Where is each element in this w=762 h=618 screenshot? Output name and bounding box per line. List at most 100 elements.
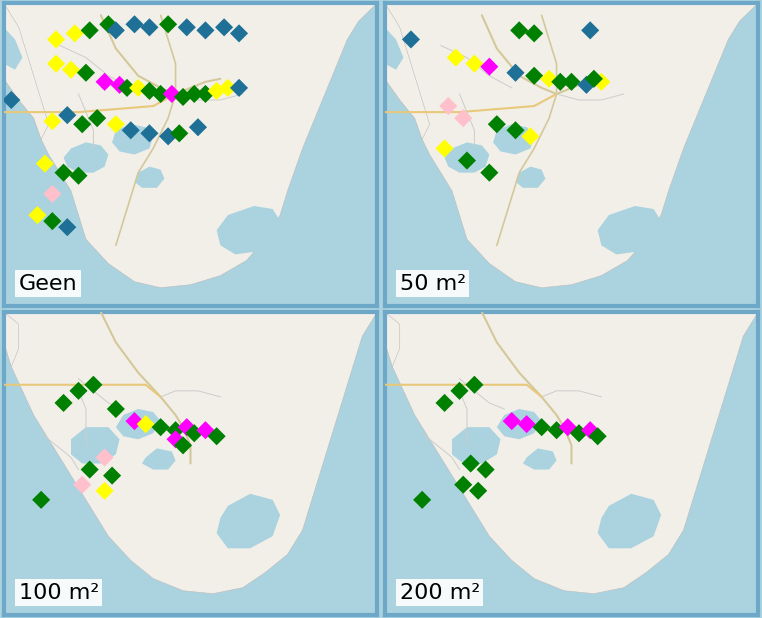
Point	[188, 89, 200, 99]
Point	[469, 59, 481, 69]
Point	[166, 89, 178, 99]
Point	[80, 68, 92, 78]
Point	[472, 486, 485, 496]
Polygon shape	[216, 494, 280, 548]
Text: 100 m²: 100 m²	[19, 583, 99, 603]
Point	[31, 210, 43, 220]
Point	[188, 428, 200, 438]
Point	[61, 110, 73, 120]
Point	[591, 431, 604, 441]
Point	[114, 80, 126, 90]
Point	[528, 28, 540, 38]
Point	[200, 89, 212, 99]
Point	[536, 422, 548, 432]
Point	[155, 422, 167, 432]
Polygon shape	[4, 27, 23, 70]
Point	[416, 495, 428, 505]
Point	[128, 416, 140, 426]
Point	[200, 425, 212, 435]
Point	[509, 68, 521, 78]
Point	[57, 398, 69, 408]
Polygon shape	[116, 409, 161, 439]
Point	[457, 113, 469, 123]
Polygon shape	[142, 448, 175, 470]
Point	[84, 25, 96, 35]
Polygon shape	[71, 427, 120, 464]
Point	[98, 77, 110, 87]
Point	[84, 465, 96, 475]
Point	[483, 167, 495, 177]
Point	[50, 35, 62, 44]
Text: Geen: Geen	[19, 274, 78, 294]
Point	[110, 404, 122, 414]
Point	[76, 480, 88, 489]
Point	[506, 416, 518, 426]
Polygon shape	[444, 142, 489, 172]
Point	[143, 129, 155, 138]
Point	[442, 101, 454, 111]
Point	[457, 480, 469, 489]
Polygon shape	[385, 3, 758, 288]
Point	[233, 28, 245, 38]
Point	[50, 59, 62, 69]
Point	[162, 19, 174, 29]
Point	[76, 119, 88, 129]
Point	[438, 143, 450, 153]
Point	[550, 425, 562, 435]
Point	[5, 95, 18, 105]
Point	[61, 222, 73, 232]
Polygon shape	[4, 3, 49, 140]
Polygon shape	[385, 27, 404, 70]
Point	[98, 486, 110, 496]
Point	[69, 28, 81, 38]
Polygon shape	[452, 427, 501, 464]
Polygon shape	[597, 494, 661, 548]
Point	[128, 19, 140, 29]
Point	[72, 386, 85, 396]
Point	[554, 77, 566, 87]
Point	[461, 156, 473, 166]
Point	[65, 65, 77, 75]
Polygon shape	[493, 124, 534, 154]
Polygon shape	[4, 3, 377, 288]
Point	[162, 132, 174, 142]
Point	[210, 431, 223, 441]
Point	[98, 452, 110, 462]
Point	[121, 83, 133, 93]
Polygon shape	[63, 142, 108, 172]
Polygon shape	[134, 167, 165, 188]
Polygon shape	[515, 167, 546, 188]
Point	[110, 25, 122, 35]
Text: 50 m²: 50 m²	[400, 274, 466, 294]
Polygon shape	[497, 409, 542, 439]
Point	[132, 83, 144, 93]
Point	[72, 171, 85, 180]
Point	[106, 471, 118, 481]
Point	[438, 398, 450, 408]
Point	[169, 434, 181, 444]
Point	[562, 422, 574, 432]
Polygon shape	[216, 206, 280, 255]
Point	[35, 495, 47, 505]
Point	[57, 167, 69, 177]
Point	[565, 77, 578, 87]
Point	[177, 441, 189, 451]
Polygon shape	[385, 3, 430, 140]
Point	[143, 22, 155, 32]
Point	[405, 35, 417, 44]
Point	[233, 83, 245, 93]
Point	[509, 125, 521, 135]
Point	[465, 459, 477, 468]
Polygon shape	[597, 206, 661, 255]
Text: 200 m²: 200 m²	[400, 583, 480, 603]
Point	[584, 425, 596, 435]
Point	[192, 122, 204, 132]
Point	[584, 25, 596, 35]
Polygon shape	[4, 312, 377, 594]
Point	[46, 216, 59, 226]
Point	[453, 386, 466, 396]
Polygon shape	[385, 312, 758, 594]
Point	[200, 25, 212, 35]
Point	[513, 25, 525, 35]
Point	[520, 419, 533, 429]
